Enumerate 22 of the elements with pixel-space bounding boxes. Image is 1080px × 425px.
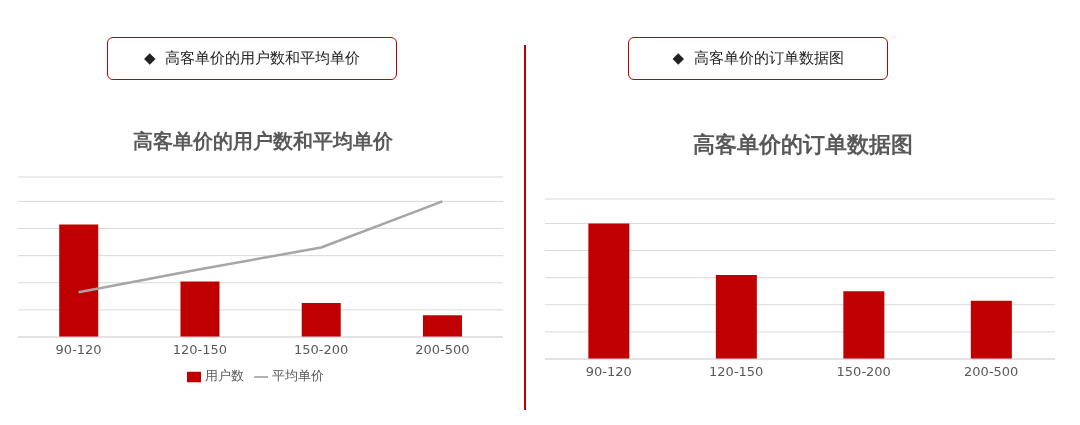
bar: [301, 303, 341, 337]
legend-label: 平均单价: [272, 368, 324, 383]
x-tick-label: 120-150: [172, 342, 228, 358]
x-tick-label: 150-200: [293, 342, 349, 358]
x-tick-label: 120-150: [709, 364, 764, 380]
chart-title: 高客单价的用户数和平均单价: [131, 128, 394, 155]
legend-label: 用户数: [205, 368, 244, 383]
bar: [970, 300, 1012, 359]
bar: [422, 315, 462, 337]
bar: [180, 281, 220, 337]
x-tick-label: 200-500: [964, 364, 1019, 380]
bar: [715, 274, 757, 359]
x-tick-label: 90-120: [585, 364, 632, 380]
x-tick-label: 150-200: [836, 364, 891, 380]
chart-title: 高客单价的订单数据图: [691, 131, 914, 159]
text: ◆ 高客单价的订单数据图: [628, 37, 888, 80]
x-tick-label: 90-120: [55, 342, 102, 358]
bar: [588, 223, 630, 359]
bar: [843, 291, 885, 359]
x-tick-label: 200-500: [415, 342, 470, 358]
text: ◆ 高客单价的用户数和平均单价: [107, 37, 397, 80]
bar: [59, 224, 99, 337]
